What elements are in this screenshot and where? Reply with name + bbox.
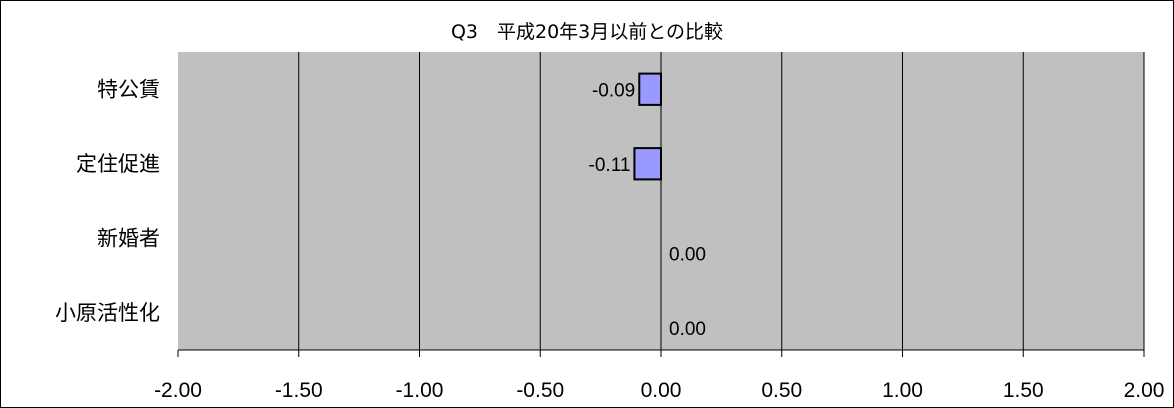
bar [633, 147, 662, 181]
x-tick-label: -1.00 [396, 379, 444, 402]
x-tick-label: 0.50 [761, 379, 802, 402]
data-label: 0.00 [669, 319, 706, 340]
category-label: 定住促進 [76, 152, 160, 176]
bars [633, 72, 663, 181]
x-tick-label: -2.00 [154, 379, 202, 402]
x-tick-label: -0.50 [516, 379, 564, 402]
data-label: 0.00 [669, 245, 706, 266]
category-label: 特公賃 [97, 77, 160, 101]
bar [638, 72, 663, 106]
data-label: -0.11 [589, 155, 631, 176]
x-tick-label: 2.00 [1124, 379, 1165, 402]
x-tick-label: -1.50 [275, 379, 323, 402]
x-axis: -2.00 -1.50 -1.00 -0.50 0.00 0.50 1.00 1.50 2.00 [154, 349, 1165, 402]
x-tick-label: 1.00 [882, 379, 923, 402]
x-tick-label: 0.00 [641, 379, 682, 402]
data-label: -0.09 [592, 80, 635, 101]
gridlines [298, 52, 1145, 350]
x-tick-label: 1.50 [1003, 379, 1044, 402]
data-labels: -0.09 -0.11 0.00 0.00 [589, 80, 706, 340]
category-label: 小原活性化 [55, 301, 160, 325]
category-label: 新婚者 [97, 226, 160, 250]
chart-title: Q3 平成20年3月以前との比較 [451, 21, 723, 43]
